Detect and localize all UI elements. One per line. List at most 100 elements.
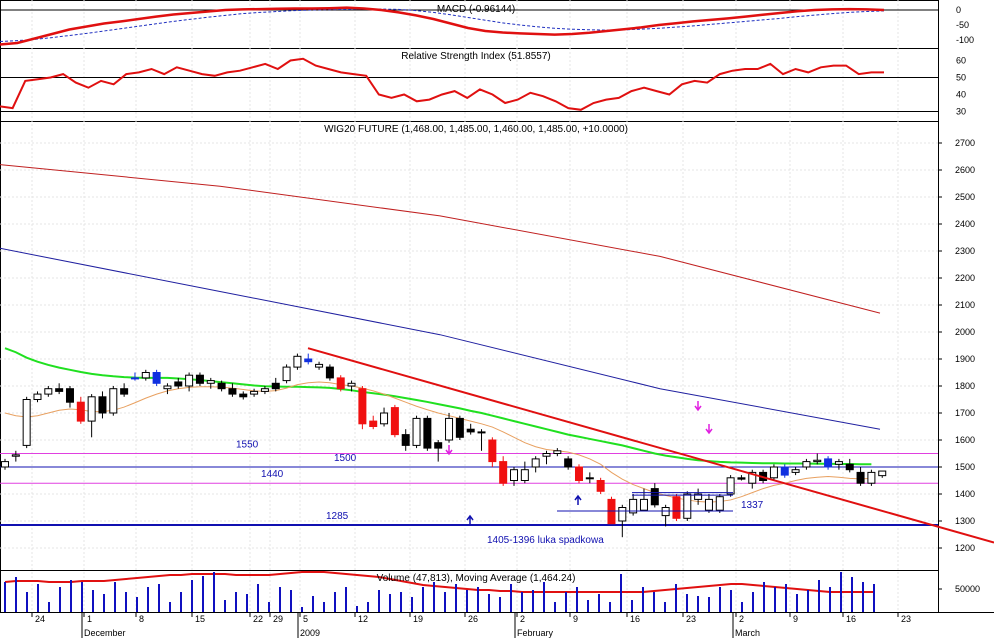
candle-body xyxy=(672,496,681,519)
candle xyxy=(390,404,399,438)
candle-body xyxy=(639,498,648,511)
candle-body xyxy=(87,396,96,422)
candle xyxy=(596,477,605,494)
x-tick-label: 5 xyxy=(303,614,308,624)
volume-ma-line xyxy=(4,571,874,593)
panel-frame-2 xyxy=(0,121,939,571)
candle-body xyxy=(434,442,443,449)
candle-body xyxy=(250,390,259,395)
candle xyxy=(769,464,778,481)
candle xyxy=(76,396,85,424)
candle-body xyxy=(217,382,226,390)
candle-body xyxy=(228,388,237,395)
candle-body xyxy=(293,355,302,368)
x-tick-label: 24 xyxy=(35,614,45,624)
candle xyxy=(683,491,692,521)
candle-body xyxy=(769,466,778,479)
candle xyxy=(520,461,529,484)
candle xyxy=(412,415,421,449)
candle-body xyxy=(141,372,150,379)
x-tick-label: 16 xyxy=(630,614,640,624)
buy-arrow-icon xyxy=(466,514,474,525)
candle-body xyxy=(380,412,389,425)
x-tick-label: 9 xyxy=(793,614,798,624)
candle-body xyxy=(412,417,421,446)
candle-body xyxy=(564,458,573,468)
price-tick-label: 2200 xyxy=(955,273,975,283)
price-tick-label: 2400 xyxy=(955,219,975,229)
candle-body xyxy=(260,388,269,392)
candle xyxy=(499,456,508,486)
candle xyxy=(737,475,746,481)
candle xyxy=(488,437,497,467)
macd-line xyxy=(0,6,885,46)
level-label: 1500 xyxy=(334,453,357,464)
x-tick-label: 15 xyxy=(195,614,205,624)
candle-body xyxy=(336,377,345,390)
candle-body xyxy=(369,420,378,428)
candle xyxy=(726,475,735,497)
candle-body xyxy=(55,388,64,392)
candle xyxy=(141,369,150,381)
price-tick-label: 1800 xyxy=(955,381,975,391)
candle-body xyxy=(574,466,583,481)
macd-title: MACD (-0.96144) xyxy=(437,4,515,15)
candle-body xyxy=(174,381,183,387)
candle xyxy=(434,440,443,462)
candle-body xyxy=(11,454,20,457)
candle xyxy=(629,494,638,516)
candle xyxy=(33,391,42,403)
candle-body xyxy=(445,417,454,441)
candle-body xyxy=(531,458,540,468)
candle-body xyxy=(553,450,562,454)
candle-body xyxy=(596,480,605,492)
candle xyxy=(455,415,464,440)
candle-body xyxy=(737,477,746,480)
month-label: February xyxy=(517,628,554,638)
candle xyxy=(55,383,64,395)
candle-body xyxy=(661,507,670,517)
candle xyxy=(228,383,237,397)
candle-body xyxy=(824,458,833,468)
candle-body xyxy=(401,434,410,446)
candle-body xyxy=(748,471,757,484)
ma-blue-line xyxy=(0,247,881,430)
price-title: WIG20 FUTURE (1,468.00, 1,485.00, 1,460.… xyxy=(324,124,628,135)
x-tick-label: 16 xyxy=(846,614,856,624)
candle-body xyxy=(878,470,887,477)
candle-body xyxy=(650,488,659,506)
candle-body xyxy=(466,428,475,433)
x-tick-label: 1 xyxy=(87,614,92,624)
candle xyxy=(574,464,583,484)
candle xyxy=(824,456,833,470)
candle-body xyxy=(455,417,464,438)
candle-body xyxy=(510,469,519,482)
buy-arrow-icon xyxy=(574,494,582,505)
candle-body xyxy=(542,453,551,457)
downtrend-line xyxy=(307,347,994,544)
candle-body xyxy=(618,507,627,522)
candle-body xyxy=(315,363,324,368)
candle-body xyxy=(271,382,280,390)
candle-body xyxy=(726,477,735,495)
x-tick-label: 2 xyxy=(520,614,525,624)
candle-body xyxy=(585,477,594,480)
candle-body xyxy=(390,407,399,436)
x-tick-label: 23 xyxy=(901,614,911,624)
level-label: 1285 xyxy=(326,511,349,522)
candle xyxy=(715,494,724,513)
candle xyxy=(44,386,53,397)
candle-body xyxy=(1,461,9,468)
candle-body xyxy=(813,459,822,463)
candle xyxy=(195,372,204,386)
candle xyxy=(120,383,129,397)
candle-body xyxy=(607,498,616,525)
candle xyxy=(618,504,627,538)
candle-body xyxy=(423,417,432,449)
macd-tick-label: -50 xyxy=(956,20,969,30)
candle-body xyxy=(683,493,692,519)
x-tick-label: 26 xyxy=(468,614,478,624)
candle xyxy=(293,353,302,370)
level-label: 1550 xyxy=(236,440,259,451)
price-tick-label: 2700 xyxy=(955,138,975,148)
